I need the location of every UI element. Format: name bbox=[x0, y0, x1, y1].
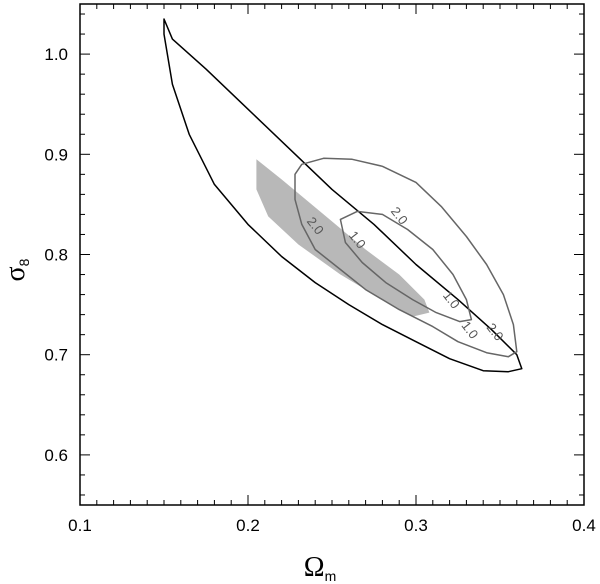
x-tick-label: 0.3 bbox=[404, 516, 428, 535]
contour-line-layer bbox=[163, 18, 523, 373]
y-tick-label: 0.6 bbox=[44, 446, 68, 465]
contour-line-3 bbox=[339, 210, 473, 323]
y-axis-title: σ8 bbox=[0, 258, 32, 281]
y-tick-label: 0.9 bbox=[44, 145, 68, 164]
contour-level-label: 2.0 bbox=[484, 320, 507, 343]
contour-level-label: 2.0 bbox=[388, 204, 411, 227]
contour-line-2 bbox=[294, 157, 518, 358]
x-tick-label: 0.2 bbox=[236, 516, 260, 535]
y-axis-title-group: σ8 bbox=[0, 258, 32, 281]
y-tick-label: 1.0 bbox=[44, 45, 68, 64]
tick-labels: 0.1 0.2 0.3 0.4 0.6 0.7 0.8 0.9 1.0 bbox=[44, 45, 595, 535]
contour-line-1 bbox=[163, 18, 523, 373]
x-tick-label: 0.4 bbox=[572, 516, 596, 535]
axis-ticks bbox=[79, 4, 585, 505]
x-axis-title: Ωm bbox=[304, 552, 336, 584]
y-axis-symbol: σ bbox=[0, 266, 31, 281]
filled-contour-region bbox=[256, 159, 430, 317]
x-tick-label: 0.1 bbox=[68, 516, 92, 535]
x-axis-subscript: m bbox=[325, 568, 337, 584]
y-tick-label: 0.7 bbox=[44, 346, 68, 365]
x-axis-symbol: Ω bbox=[304, 552, 325, 583]
y-axis-subscript: 8 bbox=[16, 258, 32, 266]
y-tick-label: 0.8 bbox=[44, 246, 68, 265]
contour-level-label: 1.0 bbox=[440, 288, 463, 311]
filled-region-layer bbox=[256, 159, 430, 317]
